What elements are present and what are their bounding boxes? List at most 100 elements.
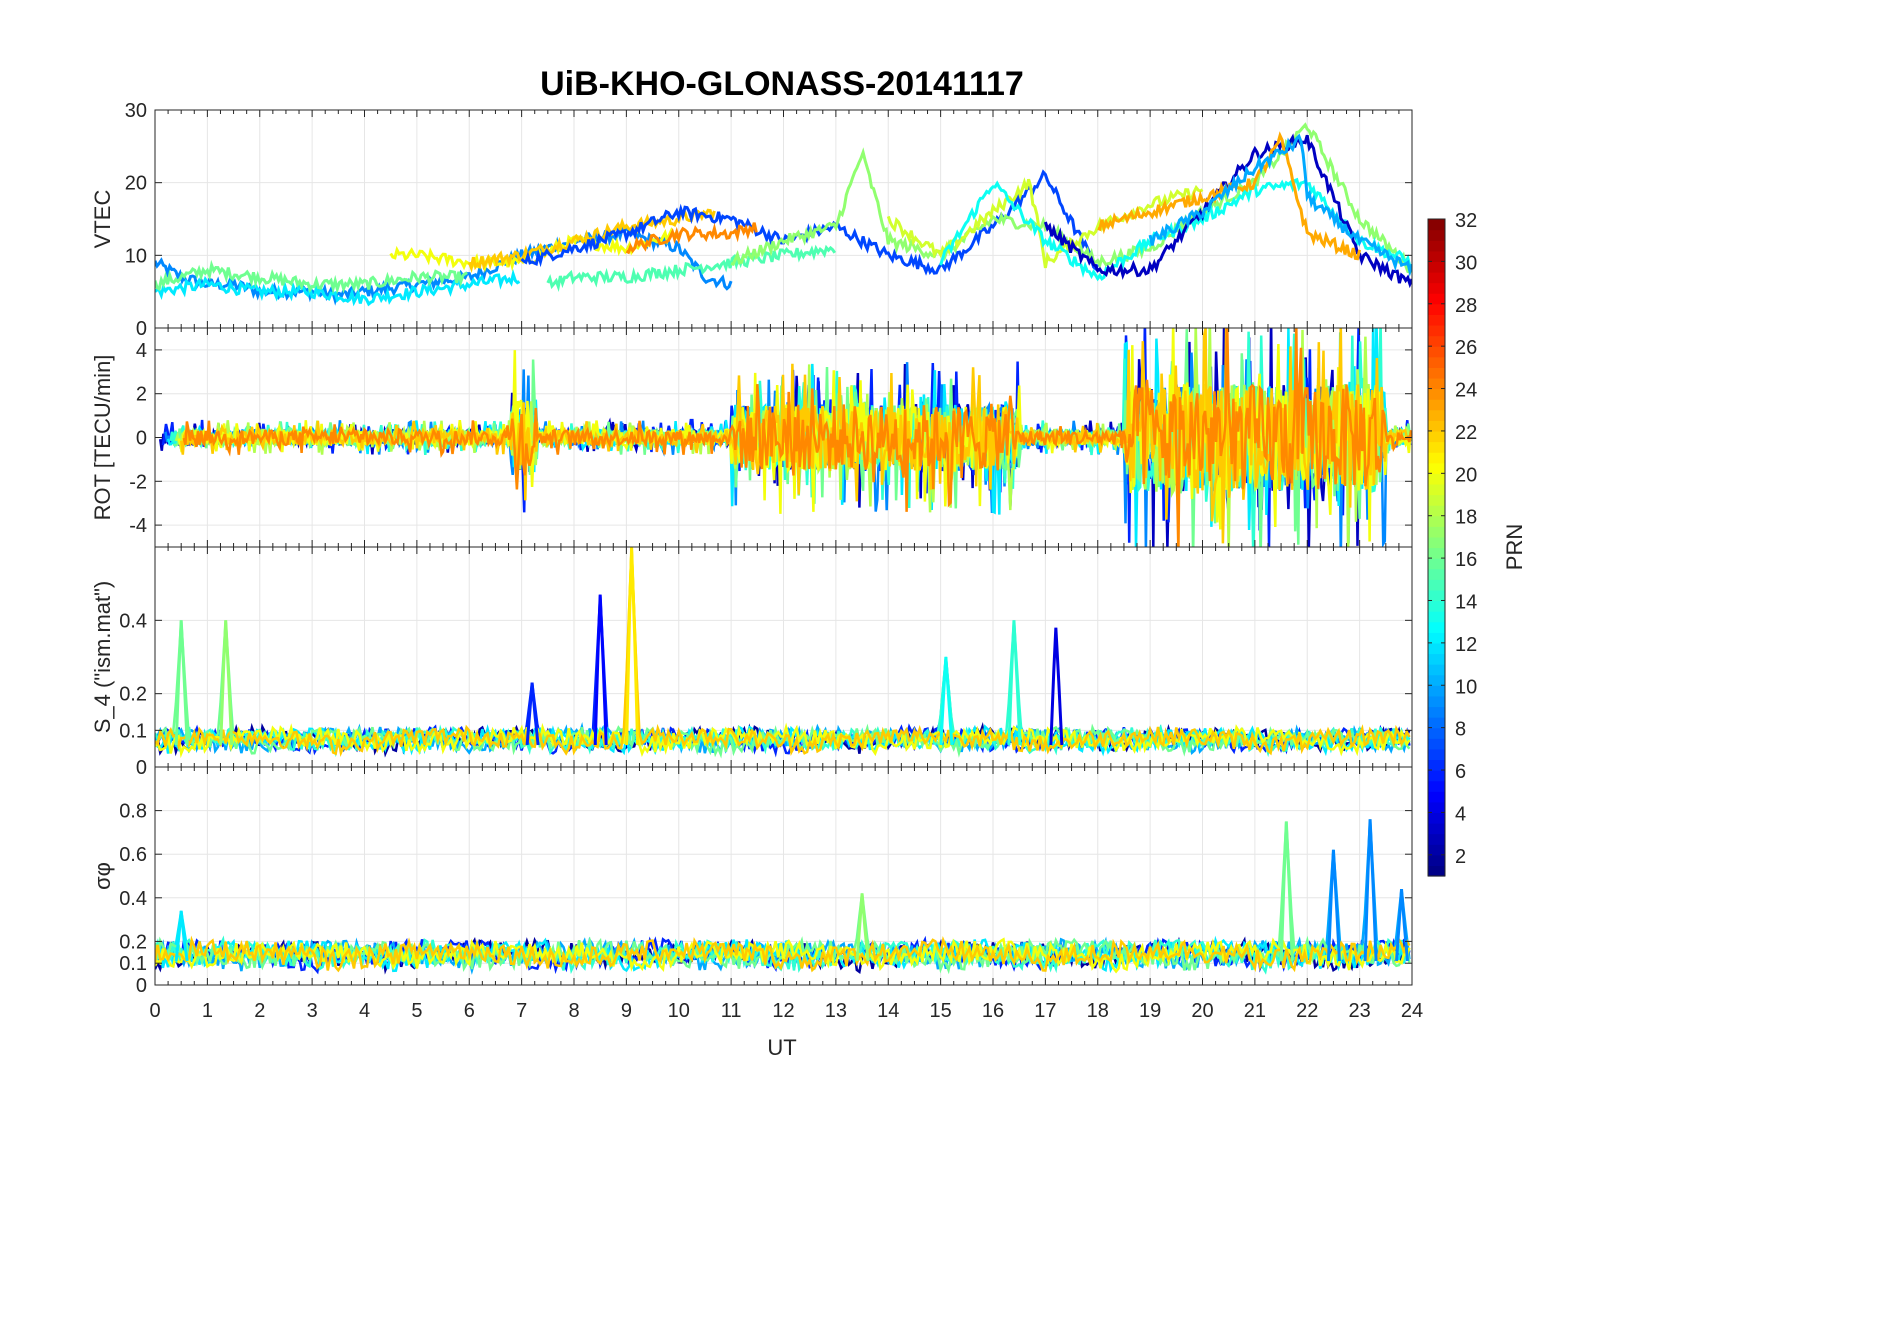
panel-data (155, 122, 1412, 307)
colorbar-segment (1428, 738, 1445, 750)
colorbar-segment (1428, 388, 1445, 400)
colorbar-segment (1428, 505, 1445, 517)
x-axis-label: UT (767, 1035, 796, 1060)
s4-line-prn-20 (155, 547, 1411, 759)
colorbar-segment (1428, 399, 1445, 411)
colorbar-segment (1428, 812, 1445, 824)
x-tick-label: 2 (254, 1000, 265, 1022)
colorbar-segment (1428, 250, 1445, 262)
x-tick-label: 6 (464, 1000, 475, 1022)
colorbar-segment (1428, 335, 1445, 347)
colorbar-segment (1428, 473, 1445, 485)
colorbar-segment (1428, 579, 1445, 591)
y-tick-label: 0.2 (119, 684, 147, 706)
y-tick-label: 0 (136, 318, 147, 340)
colorbar-segment (1428, 706, 1445, 718)
vtec-line-prn-7 (520, 169, 1100, 276)
colorbar-tick-label: 10 (1455, 676, 1477, 698)
colorbar-segment (1428, 611, 1445, 623)
colorbar-tick-label: 12 (1455, 634, 1477, 656)
peak-prn-12 (174, 910, 189, 962)
y-tick-label: -2 (129, 471, 147, 493)
colorbar-segment (1428, 494, 1445, 506)
colorbar-tick-label: 26 (1455, 337, 1477, 359)
x-tick-label: 17 (1034, 1000, 1056, 1022)
colorbar-segment (1428, 865, 1445, 877)
x-tick-label: 23 (1349, 1000, 1371, 1022)
colorbar-segment (1428, 282, 1445, 294)
figure: UiB-KHO-GLONASS-20141117 0 10 20 30 VTEC -4 -2… (90, 65, 1527, 1060)
colorbar-segment (1428, 430, 1445, 443)
colorbar-label: PRN (1502, 524, 1527, 570)
x-tick-label: 12 (772, 1000, 794, 1022)
colorbar-segment (1428, 229, 1445, 241)
colorbar-segment (1428, 558, 1445, 570)
colorbar-tick-label: 18 (1455, 507, 1477, 529)
panel-1: 0 10 20 30 VTEC (90, 100, 1413, 340)
panel-2: -4 -2 0 2 4 ROT [TECU/min] (90, 327, 1413, 548)
vtec-line-prn-24 (625, 222, 758, 255)
x-tick-label: 22 (1296, 1000, 1318, 1022)
y-tick-label: 2 (136, 384, 147, 406)
colorbar-segment (1428, 324, 1445, 337)
colorbar-segment (1428, 346, 1445, 358)
y-tick-label: 0.4 (119, 610, 147, 632)
chart-svg: UiB-KHO-GLONASS-20141117 0102030VTEC-4-2… (90, 65, 1527, 1060)
colorbar-segment (1428, 791, 1445, 803)
colorbar-segment (1428, 536, 1445, 549)
vtec-line-prn-12 (155, 268, 521, 307)
colorbar-tick-label: 30 (1455, 252, 1477, 274)
colorbar-tick-label: 28 (1455, 295, 1477, 317)
colorbar-segment (1428, 547, 1445, 559)
x-tick-label: 24 (1401, 1000, 1423, 1022)
colorbar-tick-label: 14 (1455, 591, 1477, 613)
colorbar-tick-label: 4 (1455, 803, 1466, 825)
colorbar-segment (1428, 515, 1445, 527)
x-tick-label: 5 (411, 1000, 422, 1022)
peak-prn-9 (1363, 819, 1378, 962)
x-tick-label: 14 (877, 1000, 899, 1022)
colorbar-segment (1428, 462, 1445, 474)
peak-prn-14 (1007, 620, 1022, 746)
colorbar-segment (1428, 664, 1445, 676)
colorbar-segment (1428, 261, 1445, 273)
colorbar-segment (1428, 833, 1445, 845)
colorbar-segment (1428, 727, 1445, 739)
colorbar-segment (1428, 674, 1445, 686)
x-tick-label: 15 (930, 1000, 952, 1022)
x-tick-label: 9 (621, 1000, 632, 1022)
chart-title: UiB-KHO-GLONASS-20141117 (540, 65, 1024, 103)
colorbar-segment (1428, 409, 1445, 421)
colorbar-segment (1428, 271, 1445, 284)
x-tick-label: 8 (568, 1000, 579, 1022)
colorbar-tick-label: 24 (1455, 380, 1477, 402)
peak-prn-17 (855, 893, 870, 962)
y-tick-label: 20 (125, 173, 147, 195)
colorbar-tick-label: 20 (1455, 464, 1477, 486)
peak-prn-4 (1049, 627, 1064, 746)
colorbar-tick-label: 6 (1455, 761, 1466, 783)
y-tick-label: 0 (136, 428, 147, 450)
colorbar-segment (1428, 621, 1445, 633)
colorbar-segment (1428, 600, 1445, 612)
peak-prn-16 (174, 620, 189, 746)
sigma-line-prn-20 (155, 937, 1411, 974)
x-tick-label: 18 (1087, 1000, 1109, 1022)
colorbar-segment (1428, 526, 1445, 538)
colorbar-segment (1428, 356, 1445, 368)
rot-line-prn-24 (182, 328, 1412, 547)
colorbar-segment (1428, 589, 1445, 602)
peak-prn-5 (593, 594, 608, 746)
y-tick-label: 0.1 (119, 720, 147, 742)
y-tick-label: 30 (125, 100, 147, 122)
panel-3: 0 0.1 0.2 0.4S_4 ("ism.mat") (90, 546, 1413, 779)
colorbar-segment (1428, 568, 1445, 580)
colorbar-segment (1428, 219, 1445, 231)
y-tick-label: 0.4 (119, 888, 147, 910)
colorbar-segment (1428, 452, 1445, 464)
vtec-line-prn-15 (546, 244, 837, 293)
peak-prn-17 (219, 620, 234, 746)
colorbar-segment (1428, 695, 1445, 708)
